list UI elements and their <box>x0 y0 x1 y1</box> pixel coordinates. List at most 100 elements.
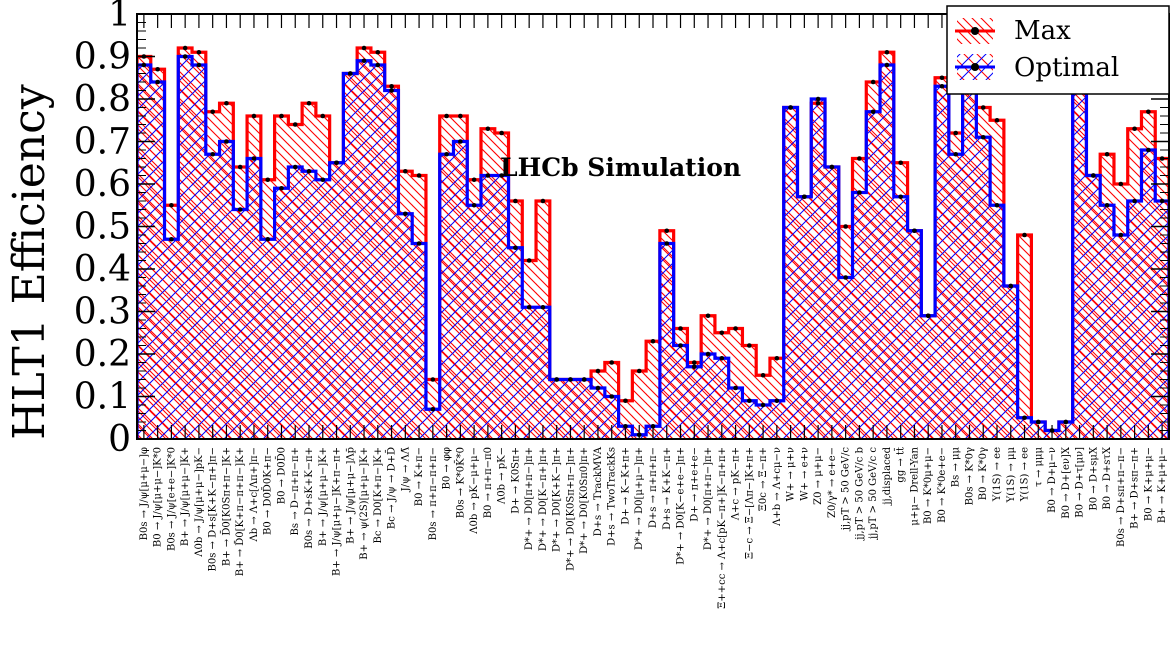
x-tick-label: B0 → K*0μ+μ− <box>923 447 934 524</box>
bar-optimal <box>164 239 179 439</box>
bar-optimal <box>315 179 331 439</box>
legend: Max Optimal <box>946 5 1170 95</box>
x-tick-label: Bc → D0[K+π−]K+ <box>373 447 384 544</box>
bar-optimal <box>150 82 166 439</box>
marker-max <box>513 198 518 204</box>
bar-optimal <box>769 400 785 439</box>
bar-optimal <box>948 154 964 439</box>
bar-optimal <box>288 167 303 439</box>
y-tick-label: 0.1 <box>74 377 131 418</box>
bar-optimal <box>742 400 757 439</box>
marker-optimal <box>499 173 504 178</box>
marker-max <box>994 117 1000 123</box>
x-tick-label: B0s → π+π−π+π− <box>428 447 439 540</box>
marker-max <box>210 109 215 115</box>
marker-optimal <box>292 164 298 170</box>
x-tick-label: Υ(1S) → ee <box>992 447 1003 502</box>
x-tick-label: B0 → D0D̄0K+π− <box>262 447 274 535</box>
marker-optimal <box>347 71 353 76</box>
bar-optimal <box>935 86 950 439</box>
x-tick-label: B0s → D+sK+K−π+ <box>304 447 315 549</box>
bar-optimal <box>192 65 207 439</box>
marker-max <box>760 372 766 378</box>
x-tick-label: μ+μ− Drell-Yan <box>909 446 920 525</box>
bar-optimal <box>247 158 262 439</box>
marker-optimal <box>1091 173 1096 178</box>
marker-max <box>650 338 656 344</box>
x-tick-label: D+ → K−K+π+ <box>620 447 631 525</box>
x-tick-label: B+ → J/ψ[μ+μ−]K+ <box>318 447 329 546</box>
marker-optimal <box>788 105 793 110</box>
marker-max <box>636 368 642 374</box>
bar-optimal <box>577 379 592 439</box>
y-tick-label: 0.5 <box>74 207 131 248</box>
bar-optimal <box>990 205 1005 439</box>
marker-optimal <box>705 351 711 357</box>
x-tick-label: Λ0b → pK−μ+μ− <box>469 447 480 535</box>
marker-optimal <box>403 211 408 217</box>
marker-max <box>623 398 628 404</box>
x-tick-label: B0 → φφ <box>442 447 453 489</box>
bar-optimal <box>687 366 702 439</box>
marker-max <box>774 355 780 361</box>
x-tick-label: D*+ → D0[K−π+]π+ <box>538 447 549 551</box>
x-tick-label: D+s → π+π+π− <box>648 447 659 528</box>
bar-optimal <box>880 65 895 439</box>
marker-optimal <box>760 402 766 408</box>
marker-optimal <box>430 406 436 412</box>
marker-optimal <box>843 275 848 280</box>
y-axis-label: HLT1 Efficiency <box>4 84 55 440</box>
marker-max <box>939 75 945 81</box>
marker-max <box>857 156 862 161</box>
marker-max <box>416 173 422 178</box>
x-tick-label: D+s → TrackMVA <box>593 446 604 536</box>
marker-max <box>526 258 532 263</box>
marker-max <box>719 330 725 336</box>
marker-optimal <box>237 207 243 212</box>
x-tick-label: D*+ → D0[K0Sπ+π−]π+ <box>565 447 576 571</box>
x-tick-label: B0 → D+τ[μν] <box>1075 447 1086 518</box>
bar-optimal <box>1100 205 1115 439</box>
bar-optimal <box>1141 150 1156 439</box>
marker-max <box>292 122 298 127</box>
x-tick-label: jj,pT > 50 GeV/c c <box>868 447 879 540</box>
bar-optimal <box>453 141 468 439</box>
marker-max <box>815 100 821 106</box>
bar-optimal <box>659 243 675 439</box>
x-tick-label: gg → tt̄ <box>895 447 907 483</box>
x-tick-label: B0 → J/ψ[μ+μ−]K*0 <box>153 447 164 547</box>
marker-max <box>389 83 394 89</box>
x-tick-label: Υ(1S) → ee <box>1020 447 1031 502</box>
bar-optimal <box>233 209 248 439</box>
marker-max <box>1132 126 1137 132</box>
marker-max <box>664 228 670 234</box>
x-tick-label: B0s → K*0γ <box>964 447 975 505</box>
marker-max <box>870 79 876 85</box>
bar-optimal <box>563 379 578 439</box>
x-tick-label: B+ → J/ψ[μ+μ−]K+ <box>180 447 191 546</box>
marker-optimal <box>774 398 780 404</box>
x-tick-label: J/ψ → ΛΛ̄ <box>400 446 411 492</box>
x-tick-label: B0 → K+π− <box>414 447 425 506</box>
x-tick-label: B+ → D̄0[K+π−π+π−]K+ <box>234 447 246 576</box>
series-line-max <box>137 29 1169 439</box>
marker-max <box>705 313 711 319</box>
x-tick-label: Ξ0c → Ξ−π+ <box>758 447 769 511</box>
bar-optimal <box>412 243 427 439</box>
marker-max <box>155 66 160 72</box>
x-tick-label: D+s → K+K−π+ <box>662 447 673 530</box>
marker-max <box>1146 109 1151 115</box>
x-tick-label: Υ(1S) → μμ <box>1006 447 1017 504</box>
marker-optimal <box>416 241 422 246</box>
x-tick-label: Z0 → μ+μ− <box>813 447 824 505</box>
marker-optimal <box>265 236 271 242</box>
x-tick-label: B0 → D+[eν]X <box>1061 446 1072 519</box>
bar-optimal <box>508 247 523 439</box>
x-tick-label: W+ → e+ν <box>799 447 810 501</box>
bar-max <box>632 371 647 439</box>
bar-optimal <box>1003 286 1019 439</box>
marker-max <box>678 326 683 331</box>
bar-optimal <box>714 358 730 439</box>
legend-marker-max <box>971 27 979 35</box>
